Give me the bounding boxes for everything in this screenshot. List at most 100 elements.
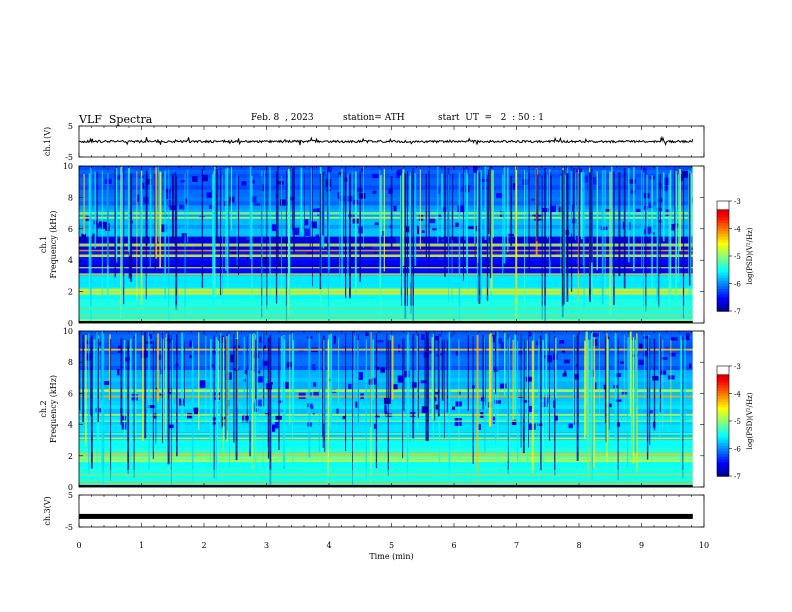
spectrogram-streak bbox=[487, 169, 490, 234]
colorbar-cell bbox=[717, 217, 729, 221]
spectrogram-streak bbox=[235, 339, 238, 461]
spectrogram-streak bbox=[489, 166, 492, 279]
spectrogram-streak bbox=[512, 339, 514, 421]
spectrogram-streak bbox=[441, 173, 444, 238]
colorbar-tick-label: -3 bbox=[734, 363, 741, 371]
spectrogram-cell bbox=[439, 353, 444, 356]
spectrogram-streak bbox=[522, 339, 525, 454]
spectrogram-streak bbox=[550, 175, 552, 240]
spectrogram-cell bbox=[441, 206, 447, 215]
spectrogram-cell bbox=[429, 216, 436, 224]
spectrogram-cell bbox=[315, 234, 319, 239]
spectrogram-cell bbox=[480, 253, 486, 256]
colorbar-cell bbox=[717, 410, 729, 414]
spectrogram-streak bbox=[607, 339, 610, 441]
spectrogram-streak bbox=[213, 173, 216, 249]
spectrogram-streak bbox=[573, 337, 575, 425]
spectrogram-streak bbox=[507, 339, 509, 461]
spectrogram-streak bbox=[645, 174, 648, 235]
colorbar-cell bbox=[717, 465, 729, 469]
spectrogram-streak bbox=[403, 338, 405, 411]
spectrogram-cell bbox=[347, 212, 355, 219]
spectrogram-streak bbox=[635, 339, 638, 407]
spectrogram-cell bbox=[398, 344, 401, 353]
colorbar-cell bbox=[717, 429, 729, 433]
spectrogram-cell bbox=[512, 183, 516, 190]
spectrogram-streak bbox=[292, 339, 295, 422]
spectrogram-streak bbox=[215, 337, 217, 482]
colorbar-cell bbox=[717, 379, 729, 384]
spectrogram-streak bbox=[114, 169, 116, 278]
spectrogram-streak bbox=[599, 332, 600, 418]
spectrogram-cell bbox=[189, 340, 194, 347]
colorbar-cell bbox=[717, 445, 729, 450]
spectrogram-streak bbox=[263, 332, 265, 407]
x-tick-label: 10 bbox=[699, 541, 709, 550]
spectrogram-streak bbox=[120, 338, 123, 425]
colorbar-cell bbox=[717, 462, 729, 466]
spectrogram-cell bbox=[571, 204, 574, 212]
spectrogram-cell bbox=[271, 424, 276, 432]
colorbar-cell bbox=[717, 399, 729, 403]
spectrogram-streak bbox=[379, 170, 381, 287]
spectrogram-streak bbox=[614, 333, 617, 442]
x-tick-label: 5 bbox=[389, 541, 394, 550]
spectrogram-streak bbox=[175, 175, 178, 311]
spectrogram-streak bbox=[90, 335, 93, 469]
spectrogram-streak bbox=[524, 169, 526, 309]
spectrogram-streak bbox=[604, 170, 606, 294]
spectrogram-cell bbox=[211, 364, 215, 368]
spectrogram-streak bbox=[427, 332, 429, 442]
spectrogram-band bbox=[79, 354, 693, 359]
spectrogram-baseline bbox=[79, 321, 693, 323]
spectrogram-streak bbox=[365, 339, 367, 479]
spectrogram-line bbox=[79, 348, 693, 351]
colorbar-tick-label: -6 bbox=[734, 446, 741, 454]
spectrogram-cell bbox=[270, 382, 273, 385]
spectrogram-band bbox=[79, 232, 693, 238]
colorbar-cell bbox=[717, 280, 729, 285]
spectrogram-streak bbox=[82, 334, 84, 422]
spectrogram-cell bbox=[192, 176, 198, 182]
spectrogram-streak bbox=[623, 334, 625, 412]
spectrogram-streak bbox=[83, 174, 85, 235]
spectrogram-cell bbox=[278, 400, 283, 404]
spectrogram-cell bbox=[491, 335, 496, 343]
spectrogram-streak bbox=[227, 334, 229, 418]
spectrogram-streak bbox=[444, 339, 445, 439]
spectrogram-streak bbox=[123, 340, 126, 436]
spectrogram-streak bbox=[508, 337, 510, 483]
spectrogram-cell bbox=[327, 167, 332, 173]
spectrogram-streak bbox=[85, 335, 87, 446]
spectrogram-cell bbox=[373, 423, 377, 429]
y-axis-label: ch.3(V) bbox=[43, 496, 52, 525]
spectrogram-streak bbox=[140, 175, 142, 273]
spectrogram-cell bbox=[226, 372, 232, 380]
spectrogram-streak bbox=[341, 168, 343, 284]
spectrogram-streak bbox=[502, 174, 504, 275]
spectrogram-line bbox=[79, 395, 693, 398]
spectrogram-cell bbox=[185, 198, 188, 204]
colorbar-cell bbox=[717, 242, 729, 246]
spectrogram-cell bbox=[605, 209, 611, 212]
x-tick-label: 6 bbox=[451, 541, 456, 550]
spectrogram-streak bbox=[458, 339, 460, 457]
spectrogram-streak bbox=[533, 333, 535, 450]
spectrogram-streak bbox=[480, 170, 482, 300]
spectrogram-streak bbox=[161, 337, 163, 417]
spectrogram-streak bbox=[285, 170, 287, 322]
spectrogram-streak bbox=[416, 335, 418, 429]
colorbar-cell bbox=[717, 220, 729, 224]
colorbar-cell bbox=[717, 454, 729, 458]
spectrogram-streak bbox=[309, 168, 311, 249]
spectrogram-streak bbox=[288, 170, 291, 305]
spectrogram-cell bbox=[288, 196, 295, 201]
spectrogram-band bbox=[79, 189, 693, 194]
colorbar-cell bbox=[717, 206, 729, 210]
y-tick-label: 8 bbox=[68, 193, 73, 202]
spectrogram-streak bbox=[359, 171, 361, 282]
spectrogram-streak bbox=[255, 334, 256, 477]
spectrogram-cell bbox=[564, 370, 567, 376]
spectrogram-streak bbox=[228, 173, 230, 267]
spectrogram-cell bbox=[375, 414, 380, 418]
